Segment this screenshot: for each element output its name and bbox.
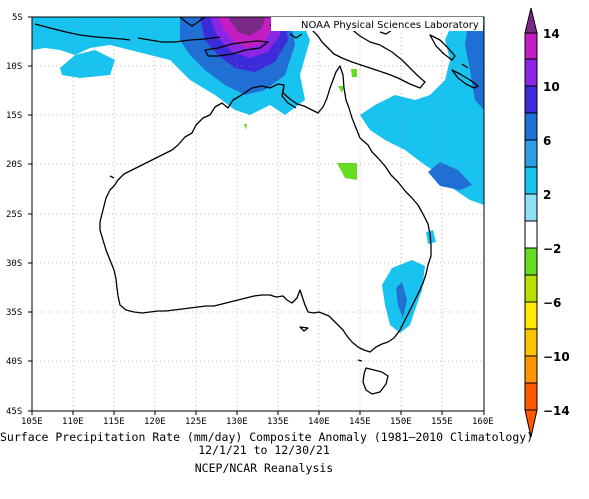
colorbar [524,7,538,438]
colorbar-swatch [524,112,538,141]
colorbar-swatch [524,301,538,330]
lon-label: 105E [21,417,43,427]
lon-label: 160E [472,417,494,427]
anomaly-region-east-blue [428,162,472,190]
longitude-labels: 105E 110E 115E 120E 125E 130E 135E 140E … [21,417,494,427]
colorbar-swatch [524,193,538,222]
colorbar-swatch [524,382,538,411]
lon-label: 135E [267,417,289,427]
anomaly-region-northeast [360,17,484,205]
new-guinea-coastline [299,17,426,89]
small-islands-5 [109,175,115,179]
lon-label: 125E [185,417,207,427]
credit-label: NOAA Physical Sciences Laboratory [301,20,479,31]
lat-label: 5S [12,13,23,23]
colorbar-label: −10 [543,350,570,364]
lat-label: 45S [6,407,22,417]
colorbar-label: −6 [543,296,561,310]
lat-label: 35S [6,308,22,318]
colorbar-label: 14 [543,27,560,41]
colorbar-swatch [524,328,538,357]
lon-label: 110E [62,417,84,427]
carpentaria-coast [281,84,297,109]
timor-coastline [204,40,269,57]
colorbar-swatch [524,139,538,168]
australia-coastline [99,65,432,353]
colorbar-swatch [524,220,538,249]
colorbar-label: −14 [543,404,570,418]
colorbar-swatch [524,355,538,384]
colorbar-label: 6 [543,134,551,148]
anomaly-region-negative-small [351,69,357,77]
lat-label: 40S [6,357,22,367]
colorbar-swatch [524,58,538,87]
lat-label: 20S [6,160,22,170]
lon-label: 140E [308,417,330,427]
colorbar-swatch [524,32,538,60]
anomaly-region-north-left [60,50,115,78]
lat-label: 15S [6,111,22,121]
anomaly-shading [32,17,484,411]
small-islands-6 [357,359,363,362]
colorbar-bottom-triangle [524,409,538,438]
latitude-labels: 5S 10S 15S 20S 25S 30S 35S 40S 45S [6,13,23,417]
bismarck-coastline [429,34,456,61]
colorbar-swatch [524,247,538,276]
colorbar-swatch [524,166,538,195]
anomaly-region-southeast-blue [396,282,407,318]
java-coastline [34,23,131,41]
data-source: NCEP/NCAR Reanalysis [194,461,334,475]
colorbar-label: 2 [543,188,551,202]
anomaly-region-east-small [426,230,436,244]
lon-label: 130E [226,417,248,427]
small-islands-2 [289,33,303,39]
anomaly-region-northeast-blue [465,25,484,110]
sulawesi-coastline [179,17,206,27]
lon-label: 115E [103,417,125,427]
lon-label: 120E [144,417,166,427]
colorbar-top-triangle [524,7,538,34]
kangaroo-island [299,326,309,332]
colorbar-label: −2 [543,242,561,256]
small-islands-4 [461,63,469,69]
lon-label: 150E [390,417,412,427]
colorbar-swatch [524,85,538,114]
lat-label: 10S [6,62,22,72]
lon-label: 145E [349,417,371,427]
solomon-coastline [451,69,479,89]
lon-label: 155E [431,417,453,427]
anomaly-region-northwest-edge [32,17,60,40]
credit-box [271,17,483,31]
lat-label: 30S [6,259,22,269]
lat-label: 25S [6,210,22,220]
anomaly-region-small-cyan [260,103,264,108]
colorbar-label: 10 [543,80,560,94]
tasmania-coastline [362,367,389,395]
anomaly-region-negative-dot [244,124,247,130]
colorbar-swatch [524,274,538,303]
axis-ticks [28,16,485,415]
anomaly-region-negative [337,163,357,180]
date-range: 12/1/21 to 12/30/21 [198,443,330,457]
anomaly-region-negative-tiny [338,86,344,93]
small-islands-3 [379,29,393,35]
colorbar-labels: 14 10 6 2 −2 −6 −10 −14 [543,27,570,418]
lesser-sunda-coastline [137,36,221,43]
map-title: Surface Precipitation Rate (mm/day) Comp… [0,430,534,444]
